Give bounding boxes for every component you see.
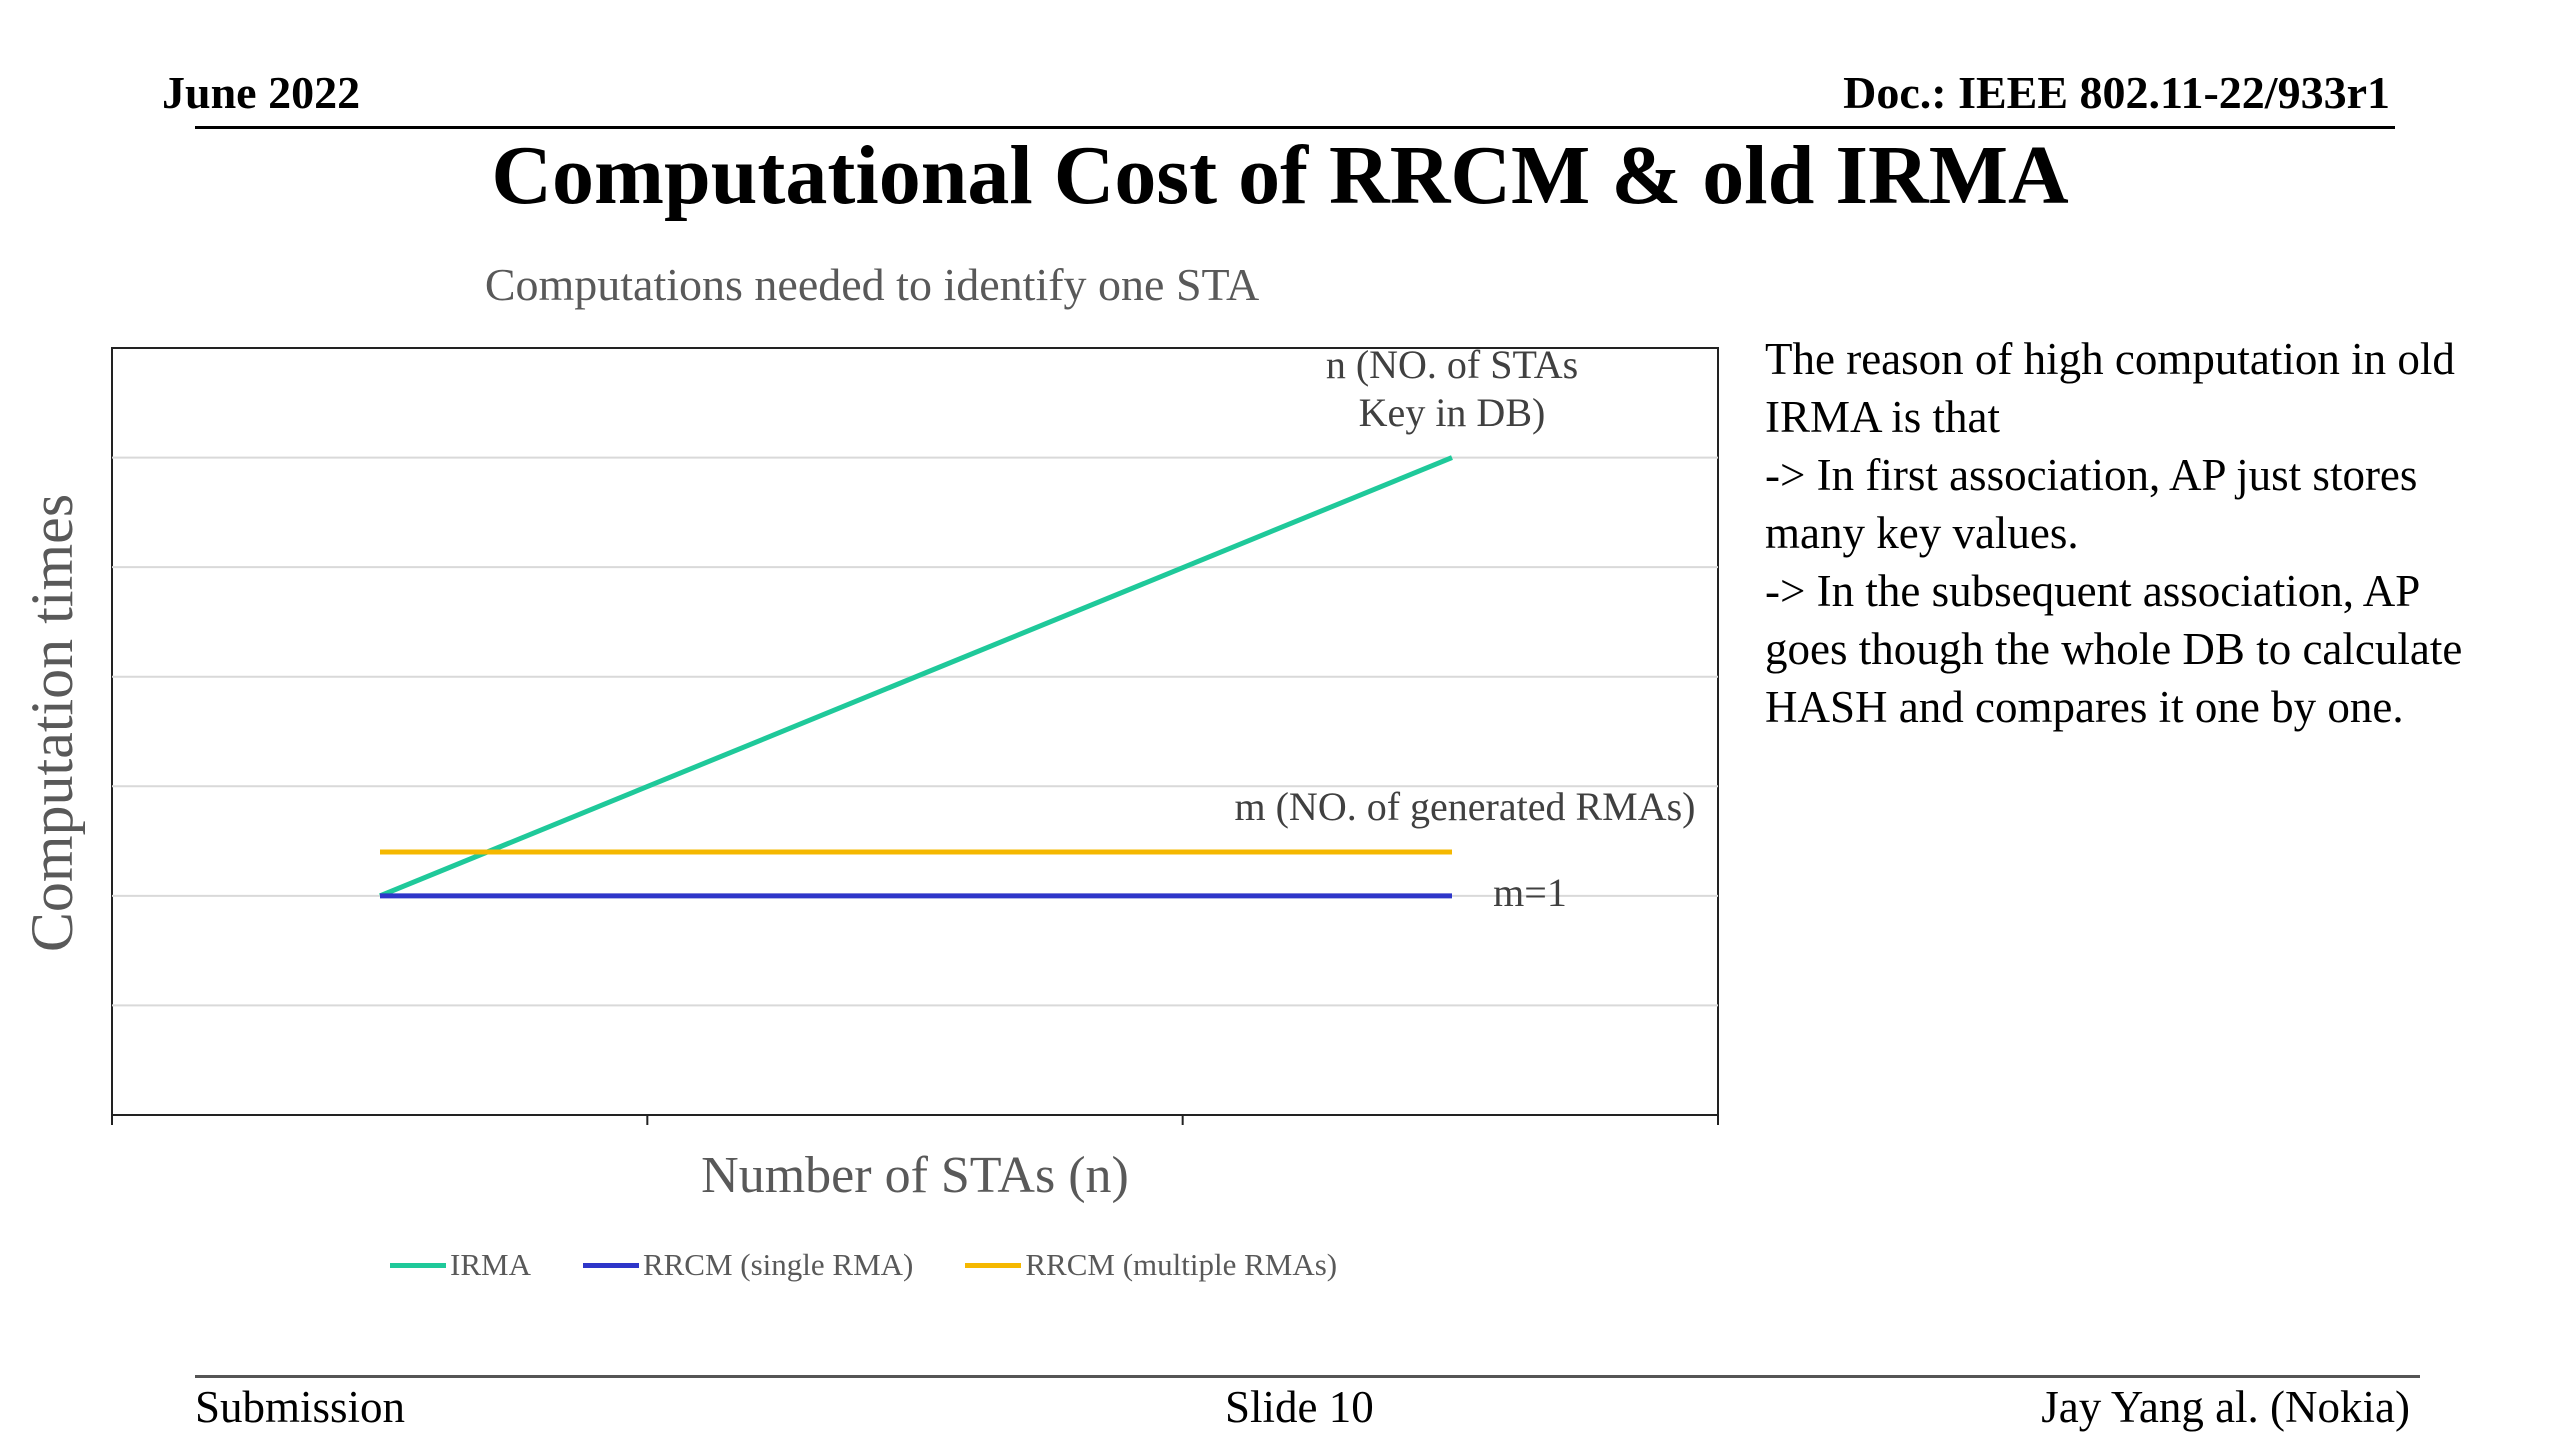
x-axis-title: Number of STAs (n) <box>701 1147 1129 1204</box>
explanation-line: goes though the whole DB to calculate <box>1765 624 2463 674</box>
annotation-label: n (NO. of STAs <box>1326 342 1578 387</box>
legend-item-irma: IRMA <box>390 1247 531 1283</box>
annotation-label: Key in DB) <box>1359 390 1546 435</box>
chart-legend: IRMA RRCM (single RMA) RRCM (multiple RM… <box>390 1245 1337 1285</box>
annotation-label: m (NO. of generated RMAs) <box>1235 784 1696 829</box>
y-axis-title: Computation times <box>19 494 85 952</box>
explanation-line: -> In the subsequent association, AP <box>1765 566 2421 616</box>
legend-item-rrcm-single: RRCM (single RMA) <box>582 1247 914 1283</box>
plot-area-frame <box>111 347 1719 1116</box>
chart-title: Computations needed to identify one STA <box>485 259 1259 310</box>
footer-submission: Submission <box>195 1382 406 1432</box>
legend-item-rrcm-multiple: RRCM (multiple RMAs) <box>965 1247 1337 1283</box>
legend-label: RRCM (multiple RMAs) <box>1025 1247 1338 1282</box>
footer-divider <box>195 1375 2420 1378</box>
chart-gridlines <box>111 347 1719 1125</box>
legend-swatch <box>390 1262 446 1268</box>
annotation-label: m=1 <box>1493 870 1567 915</box>
legend-swatch <box>965 1262 1022 1268</box>
explanation-line: IRMA is that <box>1765 392 2001 442</box>
series-line-irma <box>379 455 1453 899</box>
footer-slide-number: Slide 10 <box>1225 1382 1374 1432</box>
footer-author: Jay Yang al. (Nokia) <box>2041 1382 2410 1432</box>
legend-label: RRCM (single RMA) <box>642 1247 914 1282</box>
chart-series <box>379 455 1453 899</box>
header-date: June 2022 <box>162 67 361 118</box>
explanation-text: The reason of high computation in old IR… <box>1765 330 2525 736</box>
explanation-line: HASH and compares it one by one. <box>1765 682 2404 732</box>
slide-title: Computational Cost of RRCM & old IRMA <box>491 129 2069 222</box>
header-divider <box>195 126 2395 129</box>
explanation-line: many key values. <box>1765 508 2079 558</box>
legend-label: IRMA <box>450 1247 531 1282</box>
chart-labels: Computations needed to identify one STA N… <box>19 259 1696 1204</box>
explanation-line: -> In first association, AP just stores <box>1765 450 2418 500</box>
header-doc-id: Doc.: IEEE 802.11-22/933r1 <box>1843 67 2390 118</box>
explanation-line: The reason of high computation in old <box>1765 334 2455 384</box>
legend-swatch <box>582 1262 639 1268</box>
